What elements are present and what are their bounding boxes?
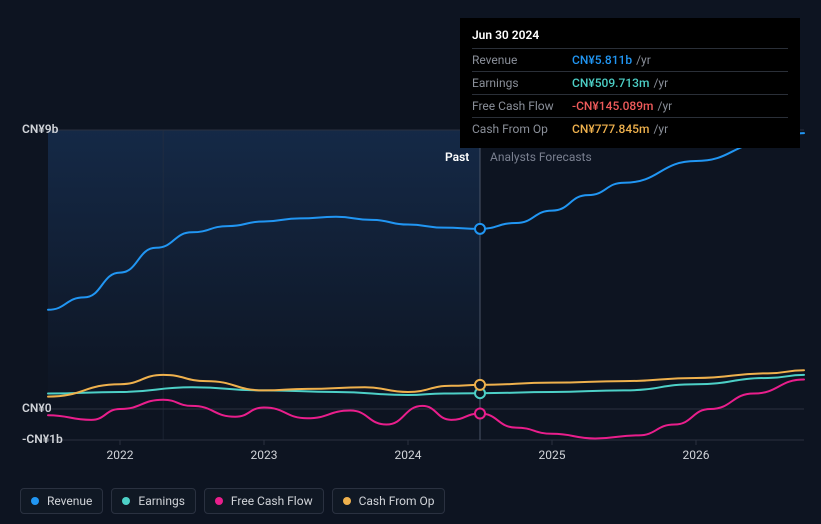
legend-dot-icon [215, 497, 223, 505]
past-section-label: Past [445, 150, 469, 164]
tooltip-unit: /yr [658, 97, 673, 115]
tooltip-unit: /yr [653, 120, 668, 138]
tooltip-unit: /yr [636, 51, 651, 69]
x-axis-label: 2026 [683, 448, 710, 462]
tooltip-value: CN¥5.811b [572, 51, 632, 69]
tooltip-label: Earnings [472, 74, 572, 92]
legend-dot-icon [31, 497, 39, 505]
legend-dot-icon [343, 497, 351, 505]
tooltip-row-free_cash_flow: Free Cash Flow-CN¥145.089m/yr [472, 94, 788, 117]
legend-item-earnings[interactable]: Earnings [111, 488, 196, 514]
revenue-marker [475, 224, 485, 234]
y-axis-label: CN¥0 [22, 401, 52, 415]
legend-item-revenue[interactable]: Revenue [20, 488, 103, 514]
tooltip-row-cash_from_op: Cash From OpCN¥777.845m/yr [472, 117, 788, 140]
tooltip-label: Free Cash Flow [472, 97, 572, 115]
tooltip-date: Jun 30 2024 [472, 26, 788, 44]
free_cash_flow-marker [475, 408, 485, 418]
tooltip-value: CN¥509.713m [572, 74, 649, 92]
x-axis-label: 2025 [539, 448, 566, 462]
y-axis-label: CN¥9b [22, 122, 58, 136]
legend: Revenue Earnings Free Cash Flow Cash From O… [20, 488, 445, 514]
forecast-section-label: Analysts Forecasts [490, 150, 592, 164]
cash_from_op-marker [475, 380, 485, 390]
x-axis-label: 2024 [395, 448, 422, 462]
y-axis-label: -CN¥1b [22, 432, 63, 446]
x-axis-label: 2023 [251, 448, 278, 462]
tooltip-row-earnings: EarningsCN¥509.713m/yr [472, 71, 788, 94]
data-tooltip: Jun 30 2024 RevenueCN¥5.811b/yrEarningsC… [460, 18, 800, 148]
legend-label: Revenue [47, 494, 92, 508]
tooltip-value: -CN¥145.089m [572, 97, 654, 115]
legend-item-cash_from_op[interactable]: Cash From Op [332, 488, 446, 514]
legend-item-free_cash_flow[interactable]: Free Cash Flow [204, 488, 324, 514]
legend-label: Cash From Op [359, 494, 435, 508]
tooltip-value: CN¥777.845m [572, 120, 649, 138]
tooltip-row-revenue: RevenueCN¥5.811b/yr [472, 48, 788, 71]
legend-label: Free Cash Flow [231, 494, 313, 508]
financials-chart: CN¥9bCN¥0-CN¥1b Past Analysts Forecasts … [0, 0, 821, 524]
legend-label: Earnings [138, 494, 185, 508]
x-axis-label: 2022 [107, 448, 134, 462]
tooltip-label: Revenue [472, 51, 572, 69]
tooltip-label: Cash From Op [472, 120, 572, 138]
tooltip-unit: /yr [653, 74, 668, 92]
legend-dot-icon [122, 497, 130, 505]
